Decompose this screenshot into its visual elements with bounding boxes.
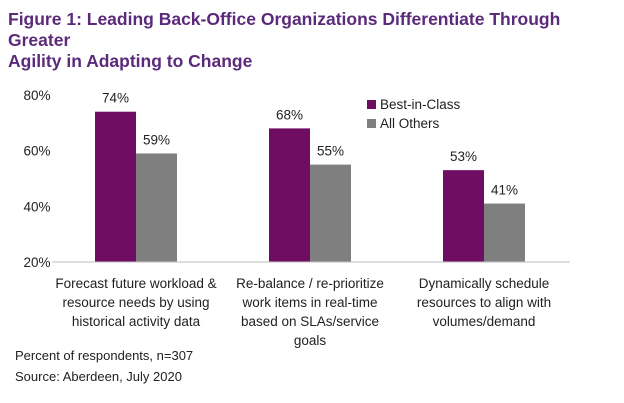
category-label: Forecast future workload & resource needs… <box>55 276 216 329</box>
legend-swatch <box>367 119 376 128</box>
category-label-line: historical activity data <box>72 314 201 329</box>
data-label: 59% <box>143 132 170 147</box>
y-tick-label: 20% <box>23 255 50 270</box>
data-label: 55% <box>317 144 344 159</box>
bar-best-in-class <box>95 111 136 262</box>
bar-all-others <box>310 164 351 262</box>
y-tick-label: 80% <box>23 88 50 103</box>
y-axis: 80% 60% 40% 20% <box>23 88 50 270</box>
source-note: Source: Aberdeen, July 2020 <box>15 369 182 384</box>
category-label: Re-balance / re-prioritize work items in … <box>236 276 384 348</box>
bars <box>95 111 525 262</box>
category-label-line: resources to align with <box>417 295 551 310</box>
category-label-line: Re-balance / re-prioritize <box>236 276 384 291</box>
data-label: 74% <box>102 91 129 106</box>
category-label-line: resource needs by using <box>62 295 209 310</box>
category-label-line: volumes/demand <box>433 314 536 329</box>
y-tick-label: 60% <box>23 144 50 159</box>
bar-best-in-class <box>269 128 310 262</box>
bar-all-others <box>484 203 525 262</box>
legend: Best-in-Class All Others <box>367 97 461 131</box>
data-labels: 74% 68% 53% 59% 55% 41% <box>102 91 518 198</box>
y-tick-label: 40% <box>23 199 50 214</box>
category-label-line: goals <box>294 333 327 348</box>
data-label: 41% <box>491 183 518 198</box>
category-label-line: Forecast future workload & <box>55 276 216 291</box>
category-label-line: Dynamically schedule <box>419 276 550 291</box>
category-label-line: based on SLAs/service <box>241 314 379 329</box>
category-labels: Forecast future workload & resource needs… <box>55 276 551 348</box>
data-label: 68% <box>276 107 303 122</box>
footnote: Percent of respondents, n=307 <box>15 348 193 363</box>
data-label: 53% <box>450 149 477 164</box>
figure-title-line-2: Agility in Adapting to Change <box>8 51 253 71</box>
figure-title: Figure 1: Leading Back-Office Organizati… <box>8 9 618 72</box>
bar-best-in-class <box>443 170 484 262</box>
legend-label: Best-in-Class <box>380 97 461 112</box>
legend-label: All Others <box>380 116 440 131</box>
figure-title-line-1: Figure 1: Leading Back-Office Organizati… <box>8 9 561 50</box>
category-label-line: work items in real-time <box>241 295 377 310</box>
bar-all-others <box>136 153 177 262</box>
legend-swatch <box>367 100 376 109</box>
category-label: Dynamically schedule resources to align w… <box>417 276 551 329</box>
